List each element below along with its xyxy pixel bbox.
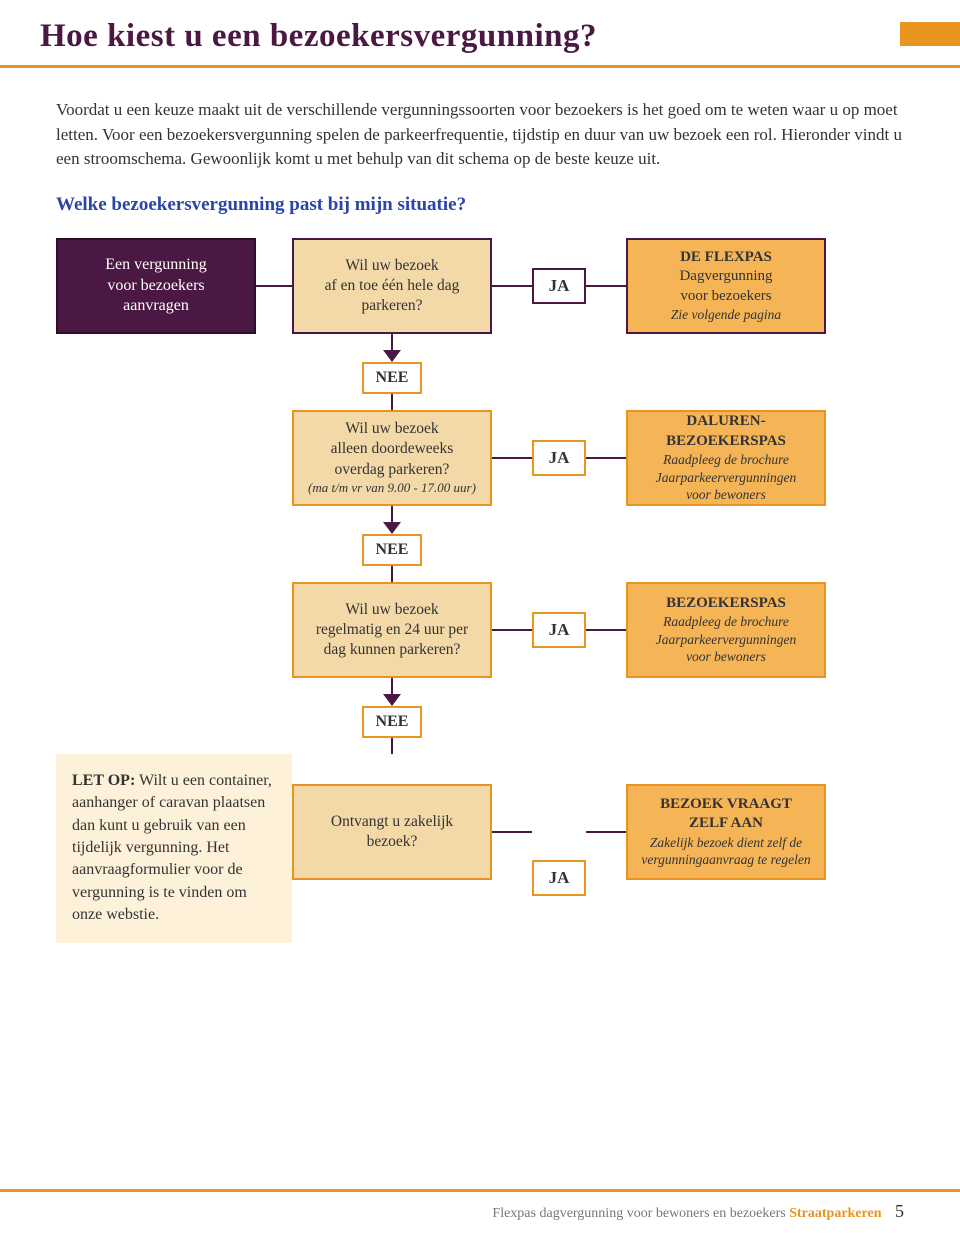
node-r3: BEZOEKERSPAS Raadpleeg de brochure Jaarp…	[626, 582, 826, 678]
flow-row-1: Een vergunning voor bezoekers aanvragen …	[56, 238, 904, 334]
node-ja-1: JA	[532, 268, 586, 304]
divider-bottom	[0, 1189, 960, 1192]
q1-l2: af en toe één hele dag	[325, 276, 460, 296]
node-q2: Wil uw bezoek alleen doordeweeks overdag…	[292, 410, 492, 506]
footer-accent: Straatparkeren	[789, 1206, 881, 1221]
start-l1: Een vergunning	[105, 255, 206, 276]
connector-h	[492, 784, 532, 880]
footer-text: Flexpas dagvergunning voor bewoners en b…	[492, 1206, 789, 1221]
connector-h	[586, 410, 626, 506]
flowchart: Een vergunning voor bezoekers aanvragen …	[56, 238, 904, 943]
q3-l3: dag kunnen parkeren?	[324, 640, 461, 660]
flow-nee-1: NEE	[56, 334, 904, 410]
page-title: Hoe kiest u een bezoekersvergunning?	[40, 18, 960, 55]
letop-text: Wilt u een container, aanhanger of carav…	[72, 772, 272, 923]
r4-t1: BEZOEK VRAAGT	[660, 795, 792, 815]
start-l3: aanvragen	[123, 296, 189, 317]
r2-t2: BEZOEKERSPAS	[666, 432, 786, 452]
flow-row-2: Wil uw bezoek alleen doordeweeks overdag…	[56, 410, 904, 506]
node-q4: Ontvangt u zakelijk bezoek?	[292, 784, 492, 880]
connector-h	[492, 582, 532, 678]
r1-l2: Dagvergunning	[679, 267, 772, 287]
q2-sub: (ma t/m vr van 9.00 - 17.00 uur)	[308, 480, 476, 497]
node-r2: DALUREN- BEZOEKERSPAS Raadpleeg de broch…	[626, 410, 826, 506]
flow-nee-3: NEE	[56, 678, 904, 754]
subhead: Welke bezoekersvergunning past bij mijn …	[56, 194, 904, 216]
r2-t1: DALUREN-	[686, 412, 765, 432]
node-r1: DE FLEXPAS Dagvergunning voor bezoekers …	[626, 238, 826, 334]
node-ja-2: JA	[532, 440, 586, 476]
connector-h	[492, 238, 532, 334]
q2-l3: overdag parkeren?	[335, 460, 450, 480]
r3-i2: Jaarparkeervergunningen	[656, 631, 796, 649]
r3-title: BEZOEKERSPAS	[666, 594, 786, 614]
r1-title: DE FLEXPAS	[680, 248, 772, 268]
flow-nee-2: NEE	[56, 506, 904, 582]
q2-l1: Wil uw bezoek	[345, 419, 438, 439]
connector-h	[586, 784, 626, 880]
node-nee-2: NEE	[362, 534, 422, 566]
flow-row-4: LET OP: Wilt u een container, aanhanger …	[56, 754, 904, 943]
flow-row-3: Wil uw bezoek regelmatig en 24 uur per d…	[56, 582, 904, 678]
footer: Flexpas dagvergunning voor bewoners en b…	[492, 1201, 904, 1222]
node-r4: BEZOEK VRAAGT ZELF AAN Zakelijk bezoek d…	[626, 784, 826, 880]
r1-italic: Zie volgende pagina	[671, 306, 781, 324]
r2-i1: Raadpleeg de brochure	[663, 451, 789, 469]
q3-l1: Wil uw bezoek	[345, 600, 438, 620]
q2-l2: alleen doordeweeks	[331, 439, 454, 459]
intro-text: Voordat u een keuze maakt uit de verschi…	[56, 98, 904, 172]
r3-i3: voor bewoners	[686, 648, 766, 666]
node-ja-3: JA	[532, 612, 586, 648]
q3-l2: regelmatig en 24 uur per	[316, 620, 468, 640]
r4-i2: vergunningaanvraag te regelen	[641, 851, 810, 869]
letop-strong: LET OP:	[72, 772, 135, 789]
node-nee-3: NEE	[362, 706, 422, 738]
start-l2: voor bezoekers	[107, 276, 204, 297]
r3-i1: Raadpleeg de brochure	[663, 613, 789, 631]
r2-i2: Jaarparkeervergunningen	[656, 469, 796, 487]
connector-h	[586, 582, 626, 678]
r1-l3: voor bezoekers	[680, 287, 771, 307]
arrow-down-icon	[383, 522, 401, 534]
node-nee-1: NEE	[362, 362, 422, 394]
content: Voordat u een keuze maakt uit de verschi…	[0, 68, 960, 943]
node-ja-4: JA	[532, 860, 586, 896]
q4-l2: bezoek?	[367, 832, 418, 852]
arrow-down-icon	[383, 694, 401, 706]
title-bar: Hoe kiest u een bezoekersvergunning?	[0, 0, 960, 65]
node-start: Een vergunning voor bezoekers aanvragen	[56, 238, 256, 334]
r4-t2: ZELF AAN	[689, 814, 763, 834]
r2-i3: voor bewoners	[686, 486, 766, 504]
q1-l1: Wil uw bezoek	[345, 256, 438, 276]
connector-h	[256, 238, 292, 334]
page-number: 5	[895, 1201, 904, 1221]
node-q3: Wil uw bezoek regelmatig en 24 uur per d…	[292, 582, 492, 678]
connector-h	[586, 238, 626, 334]
node-q1: Wil uw bezoek af en toe één hele dag par…	[292, 238, 492, 334]
q1-l3: parkeren?	[361, 296, 422, 316]
q4-l1: Ontvangt u zakelijk	[331, 812, 453, 832]
r4-i1: Zakelijk bezoek dient zelf de	[650, 834, 802, 852]
header-tab	[900, 22, 960, 46]
letop-box: LET OP: Wilt u een container, aanhanger …	[56, 754, 292, 943]
arrow-down-icon	[383, 350, 401, 362]
connector-h	[492, 410, 532, 506]
